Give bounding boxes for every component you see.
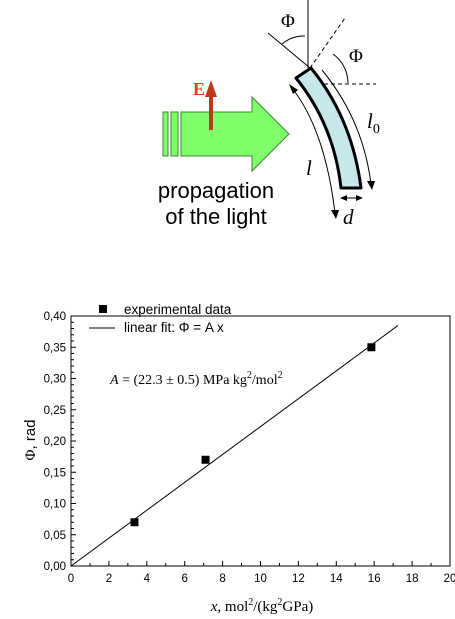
length-arrow — [291, 87, 336, 214]
x-tick-label: 4 — [144, 573, 151, 585]
x-tick-label: 8 — [219, 573, 225, 585]
y-tick-label: 0,05 — [44, 530, 66, 542]
y-axis-title: Φ, rad — [22, 420, 39, 461]
length0-label: l0 — [367, 109, 380, 137]
x-tick-label: 2 — [106, 573, 112, 585]
y-tick-label: 0,40 — [44, 311, 66, 323]
x-tick-label: 12 — [292, 573, 305, 585]
x-tick-label: 16 — [368, 573, 381, 585]
y-tick-label: 0,10 — [44, 499, 66, 511]
legend-item-data: experimental data — [124, 302, 232, 317]
y-tick-label: 0,35 — [44, 342, 66, 354]
fit-annotation: A = (22.3 ± 0.5) MPa kg2/mol2 — [109, 370, 283, 388]
beam-bar-2 — [170, 111, 179, 157]
dashed-ray — [309, 17, 346, 69]
length0-arrow-head-bottom — [367, 181, 375, 190]
x-tick-label: 18 — [406, 573, 419, 585]
x-tick-label: 10 — [254, 573, 267, 585]
thickness-arrow-head-left — [340, 195, 347, 201]
caption-line-1: propagation — [158, 178, 274, 203]
y-tick-label: 0,20 — [44, 436, 66, 448]
length-arrow-head-bottom — [331, 210, 339, 219]
angle-label-2: Φ — [349, 46, 363, 67]
data-point — [201, 455, 210, 464]
field-label: E — [193, 79, 205, 99]
x-tick-label: 6 — [181, 573, 187, 585]
y-tick-label: 0,15 — [44, 467, 66, 479]
angle-arc-1 — [281, 35, 306, 45]
bent-slab — [294, 66, 363, 190]
x-tick-label: 0 — [68, 573, 74, 585]
y-tick-label: 0,00 — [44, 561, 66, 573]
thickness-arrow-head-right — [356, 195, 363, 201]
data-point — [367, 343, 376, 352]
incident-ray — [267, 32, 311, 69]
x-tick-label: 20 — [444, 573, 455, 585]
data-point — [130, 518, 139, 527]
plot-frame — [70, 315, 451, 567]
length0-arrow — [321, 69, 372, 185]
fit-line — [70, 325, 399, 567]
thickness-label: d — [343, 205, 354, 229]
legend-marker-square — [99, 305, 107, 313]
x-tick-label: 14 — [330, 573, 343, 585]
length-label: l — [306, 156, 312, 180]
chart: 0 2 4 6 8 10 12 14 16 18 20 0,00 0,05 0,10 0,15 0,20 0,2… — [22, 302, 455, 615]
light-propagation-diagram: E propagation of the light Φ Φ l l0 d — [158, 0, 380, 229]
data-points — [130, 343, 376, 527]
field-arrow-head — [205, 80, 217, 97]
beam-bar-1 — [162, 111, 169, 157]
legend: experimental data linear fit: Φ = A x — [89, 302, 232, 335]
legend-item-fit: linear fit: Φ = A x — [124, 320, 224, 335]
y-tick-label: 0,30 — [44, 374, 66, 386]
chart-tick-labels: 0 2 4 6 8 10 12 14 16 18 20 0,00 0,05 0,10 0,15 0,20 0,2… — [44, 311, 455, 585]
y-tick-label: 0,25 — [44, 405, 66, 417]
length-arrow-head-top — [289, 84, 298, 94]
caption-line-2: of the light — [165, 204, 267, 229]
angle-label-1: Φ — [281, 11, 295, 32]
x-axis-title: x, mol2/(kg2GPa) — [210, 597, 314, 615]
angle-arc-2 — [332, 53, 349, 84]
propagation-arrow — [180, 95, 290, 173]
chart-ticks — [70, 315, 451, 567]
